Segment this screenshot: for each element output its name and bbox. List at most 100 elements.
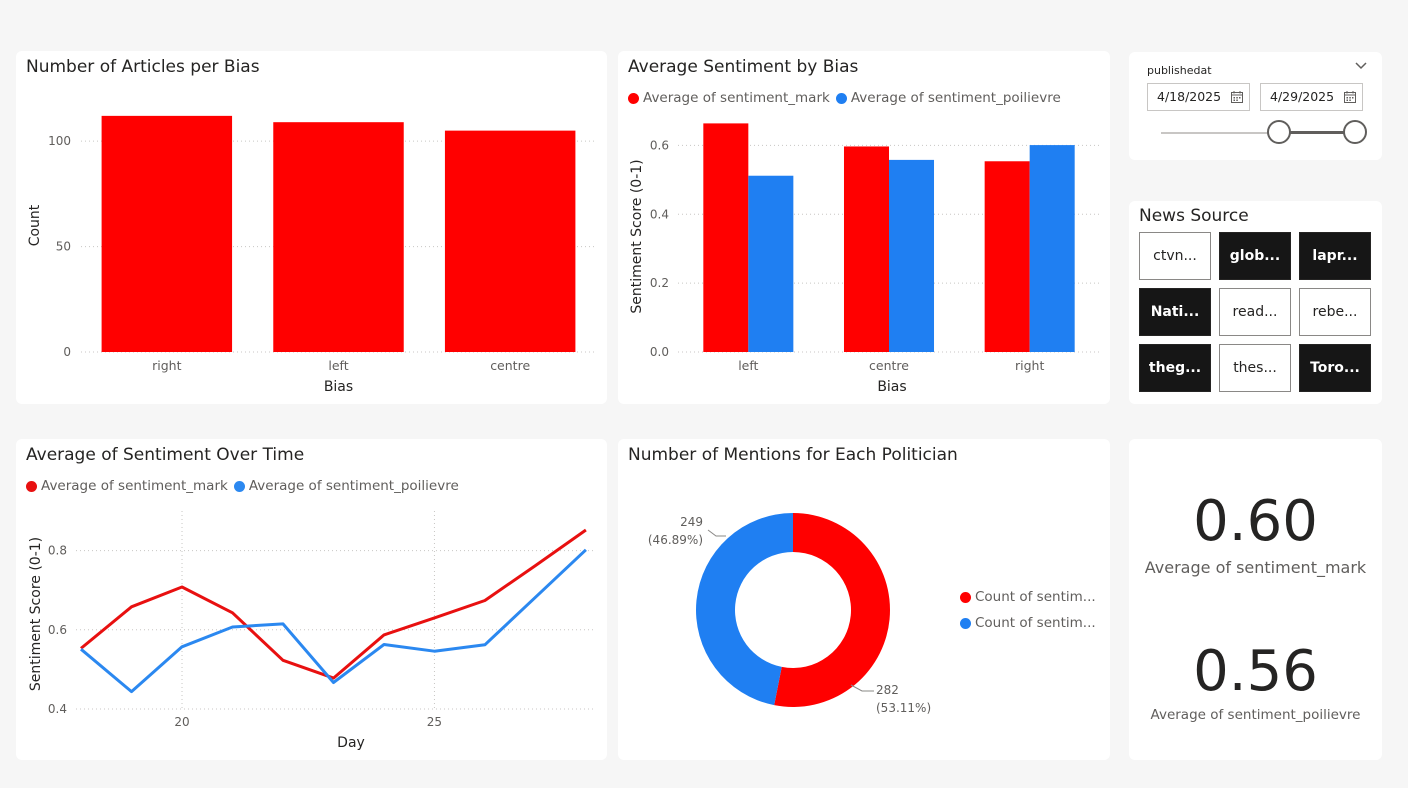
news-source-title: News Source: [1139, 206, 1249, 226]
mentions-card[interactable]: Number of Mentions for Each Politician 2…: [618, 439, 1110, 760]
calendar-icon[interactable]: [1231, 91, 1243, 103]
legend-label-poilievre: Average of sentiment_poilievre: [248, 478, 459, 494]
x-axis-title: Bias: [877, 379, 906, 395]
mentions-legend: Count of sentim... Count of sentim...: [960, 589, 1102, 631]
data-label-value: 249: [680, 515, 703, 529]
date-range-end-handle[interactable]: [1343, 120, 1367, 144]
news-source-tile[interactable]: Nati...: [1139, 288, 1211, 336]
y-tick-label: 0.2: [650, 276, 669, 290]
start-date-value: 4/18/2025: [1157, 89, 1222, 104]
legend-item-mark[interactable]: Average of sentiment_mark: [628, 90, 830, 106]
sentiment-over-time-legend: Average of sentiment_mark Average of sen…: [26, 478, 465, 494]
bar-left: [273, 122, 404, 352]
news-source-card: News Source ctvn... glob... lapr... Nati...…: [1129, 201, 1382, 404]
y-tick-label: 0.4: [48, 702, 67, 716]
legend-item-mark[interactable]: Average of sentiment_mark: [26, 478, 228, 494]
bar-centre-mark: [843, 146, 889, 352]
y-axis-title: Sentiment Score (0-1): [629, 159, 645, 313]
date-slicer-label: publishedat: [1147, 64, 1212, 77]
legend-dot-poilievre: [835, 92, 847, 104]
x-tick-label: centre: [490, 358, 530, 373]
x-tick-label: centre: [869, 358, 909, 373]
sentiment-by-bias-title: Average Sentiment by Bias: [628, 57, 859, 77]
sentiment-by-bias-legend: Average of sentiment_mark Average of sen…: [628, 90, 1067, 106]
x-tick-label: 20: [174, 715, 189, 729]
bar-left-mark: [703, 123, 749, 352]
articles-per-bias-card[interactable]: Number of Articles per Bias 0 50 100 right l…: [16, 51, 607, 404]
data-label-pct: (53.11%): [876, 701, 931, 715]
news-source-tile[interactable]: ctvn...: [1139, 232, 1211, 280]
news-source-tile[interactable]: lapr...: [1299, 232, 1371, 280]
y-axis-title: Sentiment Score (0-1): [28, 537, 44, 691]
y-tick-label: 0.0: [650, 345, 669, 359]
kpi-label-poilievre: Average of sentiment_poilievre: [1150, 707, 1361, 723]
kpi-value-mark: 0.60: [1193, 489, 1318, 554]
x-axis-title: Bias: [324, 379, 353, 395]
y-tick-label: 0.6: [650, 138, 669, 152]
y-tick-label: 100: [48, 134, 71, 148]
date-range-slider-track[interactable]: [1161, 132, 1355, 134]
y-tick-label: 0: [63, 345, 71, 359]
articles-per-bias-chart: 0 50 100 right left centre Bias Count: [27, 115, 596, 395]
mentions-donut-chart: 282 (53.11%) 249 (46.89%): [648, 513, 931, 715]
y-tick-label: 0.6: [48, 623, 67, 637]
news-source-tile[interactable]: read...: [1219, 288, 1291, 336]
news-source-tiles: ctvn... glob... lapr... Nati... read... rebe.…: [1139, 232, 1371, 392]
mentions-legend-item-poilievre[interactable]: Count of sentim...: [960, 615, 1096, 631]
x-axis-title: Day: [337, 735, 365, 751]
date-range-slider-fill: [1279, 131, 1355, 134]
sentiment-by-bias-card[interactable]: Average Sentiment by Bias Average of sen…: [618, 51, 1110, 404]
bar-centre: [444, 130, 576, 352]
end-date-input[interactable]: 4/29/2025: [1260, 83, 1363, 111]
legend-dot-mark: [628, 92, 639, 104]
news-source-tile[interactable]: theg...: [1139, 344, 1211, 392]
sentiment-by-bias-chart: 0.0 0.2 0.4 0.6 left centre right Bias Sentiment…: [629, 123, 1100, 395]
news-source-tile[interactable]: thes...: [1219, 344, 1291, 392]
chevron-down-icon[interactable]: [1354, 60, 1368, 72]
sentiment-over-time-title: Average of Sentiment Over Time: [26, 445, 305, 465]
legend-dot-poilievre: [960, 617, 971, 629]
x-tick-label: right: [152, 358, 181, 373]
bar-centre-poilievre: [889, 159, 935, 352]
date-range-start-handle[interactable]: [1267, 120, 1292, 144]
legend-label: Count of sentim...: [975, 615, 1096, 631]
calendar-icon[interactable]: [1344, 91, 1356, 103]
x-tick-label: left: [738, 358, 758, 373]
legend-dot-mark: [26, 480, 37, 492]
sentiment-over-time-card[interactable]: Average of Sentiment Over Time Average o…: [16, 439, 607, 760]
bar-right: [101, 115, 233, 352]
y-tick-label: 0.4: [650, 207, 669, 221]
legend-item-poilievre[interactable]: Average of sentiment_poilievre: [835, 90, 1061, 106]
legend-dot-poilievre: [233, 480, 245, 492]
series-line-poilievre: [80, 548, 587, 694]
x-tick-label: 25: [427, 715, 442, 729]
data-label-pct: (46.89%): [648, 533, 703, 547]
kpi-card[interactable]: 0.60 Average of sentiment_mark 0.56 Aver…: [1129, 439, 1382, 760]
news-source-tile[interactable]: glob...: [1219, 232, 1291, 280]
legend-label-poilievre: Average of sentiment_poilievre: [850, 90, 1061, 106]
donut-slice-poilievre: [696, 513, 793, 706]
y-tick-label: 50: [56, 240, 71, 254]
date-slicer-card: publishedat 4/18/2025 4/29/2025: [1129, 52, 1382, 160]
legend-item-poilievre[interactable]: Average of sentiment_poilievre: [233, 478, 459, 494]
legend-dot-mark: [960, 591, 971, 603]
end-date-value: 4/29/2025: [1270, 89, 1335, 104]
series-line-mark: [80, 528, 587, 680]
kpi-value-poilievre: 0.56: [1193, 639, 1318, 704]
mentions-title: Number of Mentions for Each Politician: [628, 445, 958, 465]
start-date-input[interactable]: 4/18/2025: [1147, 83, 1250, 111]
y-axis-title: Count: [27, 204, 43, 246]
data-label-value: 282: [876, 683, 899, 697]
legend-label-mark: Average of sentiment_mark: [41, 478, 228, 494]
x-tick-label: left: [328, 358, 348, 373]
news-source-tile[interactable]: Toro...: [1299, 344, 1371, 392]
articles-per-bias-title: Number of Articles per Bias: [26, 57, 260, 77]
news-source-tile[interactable]: rebe...: [1299, 288, 1371, 336]
bar-right-mark: [984, 161, 1030, 352]
kpi-label-mark: Average of sentiment_mark: [1144, 558, 1367, 577]
sentiment-over-time-chart: 0.4 0.6 0.8 20 25 Day Sentiment Score (0-1): [28, 511, 596, 751]
legend-label-mark: Average of sentiment_mark: [643, 90, 830, 106]
donut-slice-mark: [774, 513, 890, 707]
leader-line: [850, 684, 874, 692]
mentions-legend-item-mark[interactable]: Count of sentim...: [960, 589, 1096, 605]
